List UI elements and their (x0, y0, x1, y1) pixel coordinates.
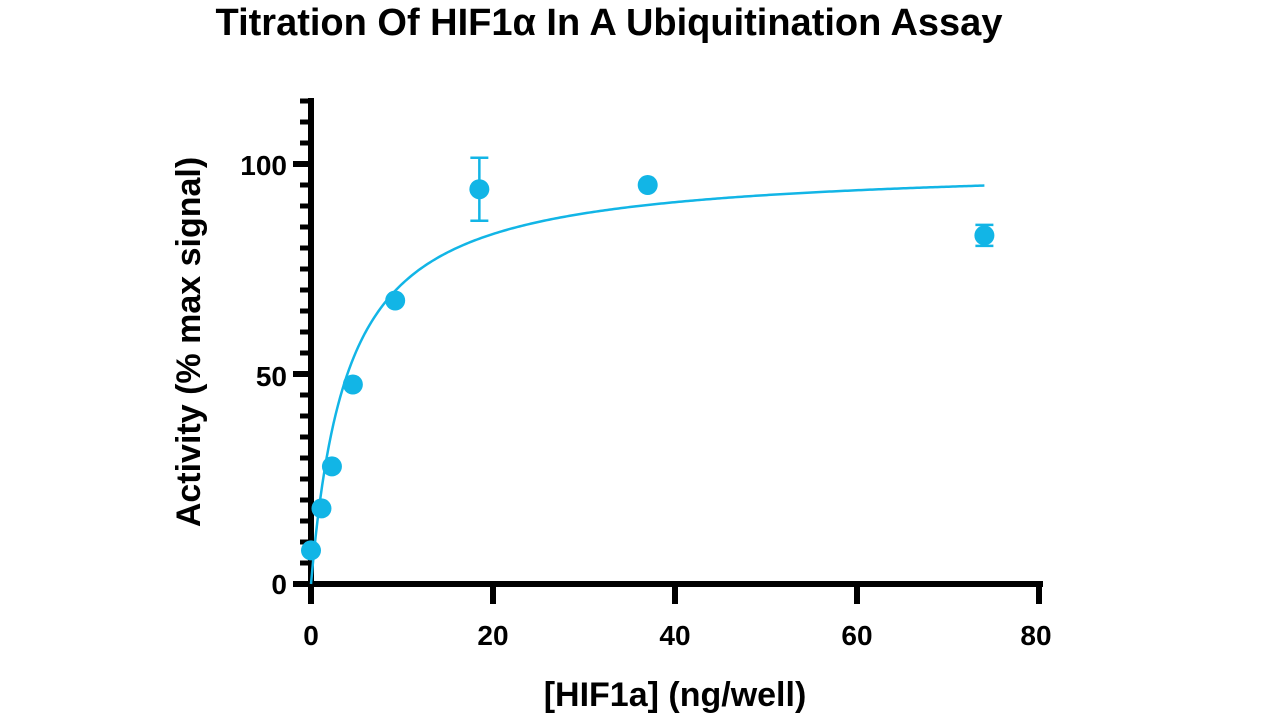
x-axis-title: [HIF1a] (ng/well) (544, 676, 807, 714)
y-tick-label: 100 (240, 150, 287, 181)
fit-curve (309, 184, 985, 585)
y-minor-ticks (293, 98, 311, 587)
data-point (469, 179, 490, 200)
data-point (385, 290, 406, 311)
data-point (321, 456, 342, 477)
chart-title: Titration Of HIF1α In A Ubiquitination A… (215, 2, 1003, 44)
data-point (342, 374, 363, 395)
data-point (301, 540, 321, 561)
y-axis (293, 98, 314, 587)
data-point (311, 498, 332, 519)
x-ticks (308, 584, 1042, 604)
plot-area (301, 156, 995, 585)
x-tick-label: 20 (477, 620, 508, 651)
data-point (974, 225, 995, 246)
x-tick-label: 80 (1020, 620, 1051, 651)
x-axis (308, 581, 1043, 604)
x-tick-label: 0 (303, 620, 319, 651)
y-axis-title: Activity (% max signal) (170, 157, 208, 527)
x-tick-label: 60 (841, 620, 872, 651)
y-tick-label: 50 (256, 361, 287, 392)
data-point (637, 175, 658, 195)
y-tick-label: 0 (271, 569, 287, 600)
x-tick-label: 40 (659, 620, 690, 651)
